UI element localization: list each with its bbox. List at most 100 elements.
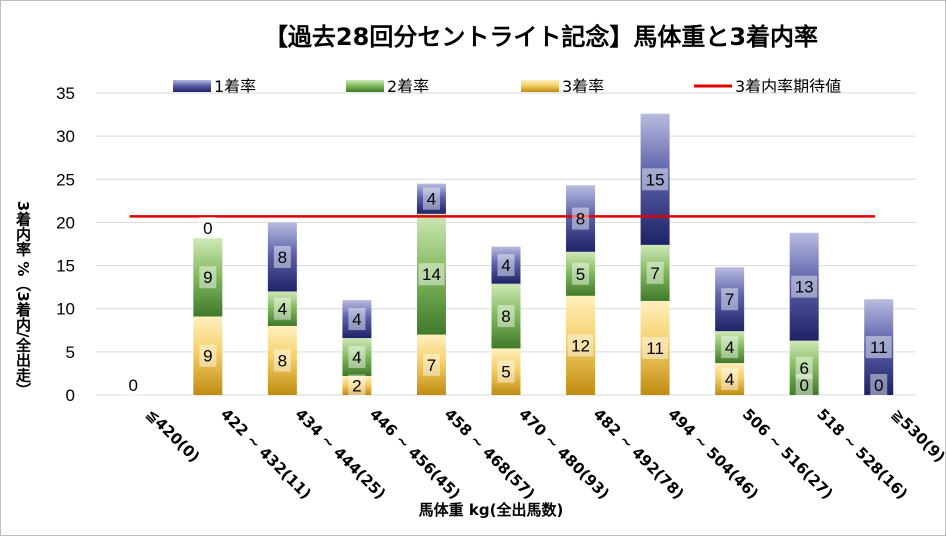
- bar-segment: [864, 299, 894, 395]
- y-tick-label: 35: [56, 84, 75, 103]
- data-label: 11: [870, 338, 888, 357]
- data-label: 0: [129, 376, 138, 395]
- legend-swatch-1st: [173, 80, 211, 92]
- bar-segment: [789, 232, 819, 341]
- data-label: 9: [203, 268, 212, 287]
- legend-label-expected: 3着内率期待値: [735, 77, 841, 96]
- y-axis-label: 3着内率 %（3着内/全出走）: [14, 201, 32, 398]
- data-label: 6: [799, 359, 808, 378]
- y-tick-label: 20: [56, 213, 75, 232]
- bar-segment: [640, 300, 670, 395]
- data-label-bg: [199, 216, 217, 239]
- data-label-bg: [567, 334, 594, 357]
- data-label: 15: [646, 170, 665, 189]
- data-label-bg: [273, 297, 291, 320]
- data-label-bg: [572, 262, 590, 285]
- data-label: 7: [725, 290, 734, 309]
- bar-segment: [640, 113, 670, 245]
- data-label-bg: [348, 308, 366, 331]
- bar-segment: [566, 185, 596, 252]
- data-label: 4: [352, 348, 361, 367]
- bar-segment: [789, 340, 819, 395]
- data-label: 9: [203, 347, 212, 366]
- legend-label-2nd: 2着率: [387, 77, 429, 96]
- y-tick-label: 0: [66, 386, 75, 405]
- bar-segment: [491, 348, 521, 395]
- y-tick-label: 5: [66, 343, 75, 362]
- data-label-bg: [497, 360, 515, 383]
- data-label: 4: [725, 370, 734, 389]
- data-label-bg: [642, 168, 669, 191]
- data-label-bg: [199, 266, 217, 289]
- data-label-bg: [721, 288, 739, 311]
- legend-label-1st: 1着率: [214, 77, 256, 96]
- data-label: 4: [427, 190, 436, 209]
- data-label-bg: [422, 187, 440, 210]
- data-label-bg: [646, 261, 664, 284]
- x-axis-label: 馬体重 kg(全出馬数): [419, 501, 564, 519]
- data-label-bg: [497, 254, 515, 277]
- data-label: 7: [650, 264, 659, 283]
- bar-segment: [416, 213, 446, 335]
- data-label-bg: [497, 305, 515, 328]
- data-label-bg: [795, 356, 813, 379]
- bar-segment: [715, 267, 745, 332]
- data-label: 8: [278, 248, 287, 267]
- data-label: 4: [278, 300, 287, 319]
- bar-segment: [342, 376, 372, 395]
- data-label: 13: [795, 278, 814, 297]
- data-label: 4: [352, 310, 361, 329]
- data-label: 12: [571, 336, 590, 355]
- chart-title: 【過去28回分セントライト記念】馬体重と3着内率: [264, 23, 818, 51]
- bar-segment: [416, 183, 446, 214]
- data-label-bg: [199, 344, 217, 367]
- bar-segment: [715, 331, 745, 364]
- data-label-bg: [422, 353, 440, 376]
- bar-segment: [193, 316, 223, 395]
- data-label-bg: [721, 368, 739, 391]
- x-axis-ticks: ≦420(0) 422 ~ 432(11)434 ~ 444(25)446 ~ 4…: [142, 405, 946, 503]
- data-label: 5: [501, 363, 510, 382]
- bar-segment: [416, 334, 446, 395]
- bar-segment: [640, 244, 670, 301]
- data-label: 4: [725, 338, 734, 357]
- data-label-bg: [795, 374, 813, 396]
- data-label-bg: [572, 207, 590, 230]
- data-label: 14: [422, 265, 441, 284]
- bar-segment: [566, 295, 596, 395]
- data-label: 11: [646, 339, 664, 358]
- data-label-bg: [348, 346, 366, 369]
- data-label: 0: [874, 376, 883, 395]
- legend: 1着率 2着率 3着率 3着内率期待値: [173, 77, 841, 96]
- bar-segment: [491, 283, 521, 349]
- y-tick-label: 15: [56, 257, 75, 276]
- data-label-bg: [273, 349, 291, 372]
- bar-segment: [715, 363, 745, 395]
- bar-segment: [342, 338, 372, 377]
- bar-segment: [342, 300, 372, 339]
- x-tick-label: ≧530(9): [888, 405, 946, 466]
- data-label: 0: [799, 376, 808, 395]
- data-label: 8: [501, 307, 510, 326]
- y-axis-ticks: 0 5 10 15 20 25 30 35: [56, 84, 75, 405]
- data-label: 8: [278, 351, 287, 370]
- data-label: 2: [352, 377, 361, 396]
- bar-segment: [267, 222, 297, 292]
- bar-segment: [193, 237, 223, 317]
- data-label-bg: [124, 374, 142, 396]
- legend-swatch-2nd: [346, 80, 384, 92]
- data-label-bg: [870, 374, 888, 396]
- y-tick-label: 25: [56, 170, 75, 189]
- data-label-bg: [273, 245, 291, 268]
- data-label-bg: [348, 374, 366, 397]
- y-tick-label: 10: [56, 300, 75, 319]
- data-label: 8: [576, 210, 585, 229]
- bars: [193, 113, 894, 395]
- data-label-bg: [721, 336, 739, 359]
- data-label-bg: [791, 275, 818, 298]
- data-label: 7: [427, 356, 436, 375]
- x-tick-label: ≦420(0): [142, 405, 203, 466]
